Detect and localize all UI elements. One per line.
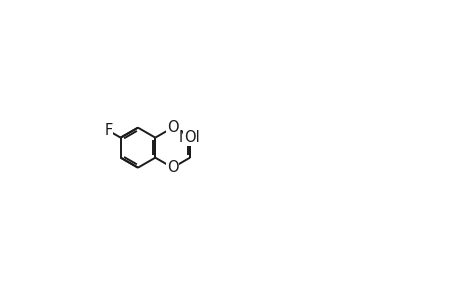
Text: N: N bbox=[184, 130, 195, 145]
Text: NH: NH bbox=[179, 130, 201, 145]
Text: O: O bbox=[167, 160, 178, 175]
Text: O: O bbox=[184, 130, 196, 145]
Text: O: O bbox=[167, 120, 178, 135]
Text: O: O bbox=[184, 130, 196, 145]
Text: F: F bbox=[104, 123, 112, 138]
